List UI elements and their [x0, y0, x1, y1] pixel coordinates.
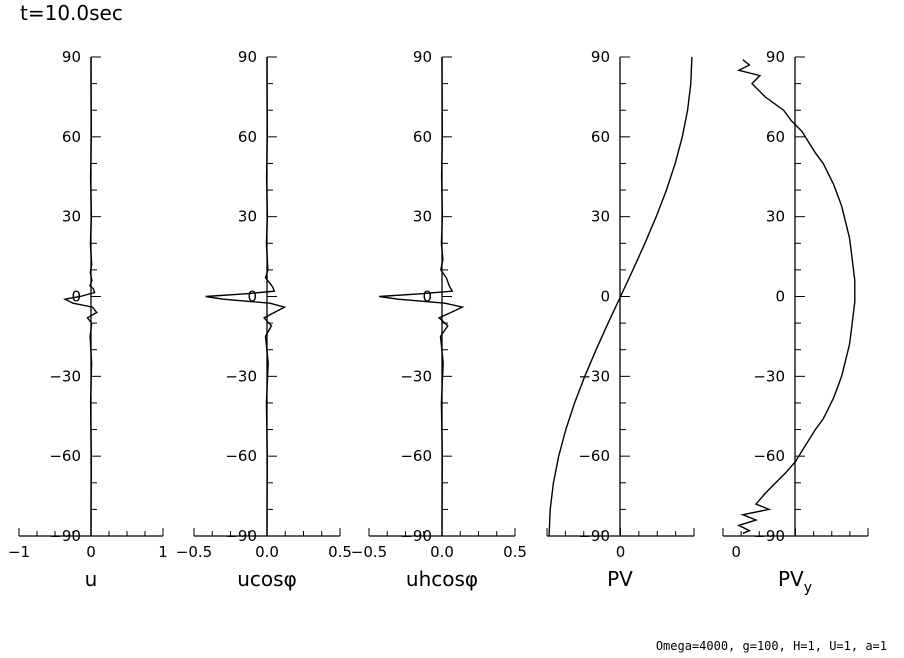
x-tick-label: −0.5	[351, 543, 387, 561]
series-line-1	[379, 56, 465, 537]
y-tick-label: 60	[766, 128, 785, 146]
y-tick-label: 30	[591, 208, 610, 226]
y-tick-label: 30	[413, 208, 432, 226]
x-axis-label: PV	[607, 567, 633, 591]
x-tick-label: 0.5	[328, 543, 352, 561]
x-tick-label: 0	[616, 543, 626, 561]
y-tick-label: 90	[238, 48, 257, 66]
y-tick-label: −90	[753, 527, 785, 545]
y-tick-label: 0	[600, 288, 610, 306]
x-tick-label: 0.5	[503, 543, 527, 561]
series-line-1	[548, 56, 693, 537]
x-tick-label: −1	[8, 543, 30, 561]
y-tick-label: −90	[578, 527, 610, 545]
series-line-1	[62, 56, 98, 537]
y-tick-label: 0	[422, 288, 432, 306]
y-tick-label: 30	[238, 208, 257, 226]
series-line-1	[736, 59, 856, 534]
y-tick-label: −90	[49, 527, 81, 545]
x-tick-label: 0.0	[255, 543, 279, 561]
y-tick-label: 30	[766, 208, 785, 226]
y-tick-label: −30	[400, 367, 432, 385]
x-tick-label: −0.5	[176, 543, 212, 561]
plot-title: t=10.0sec	[20, 1, 123, 25]
parameter-caption: Omega=4000, g=100, H=1, U=1, a=1	[656, 639, 887, 653]
y-tick-label: 90	[413, 48, 432, 66]
y-tick-label: 60	[62, 128, 81, 146]
x-tick-label: 1	[158, 543, 168, 561]
x-tick-label: 0.0	[430, 543, 454, 561]
y-tick-label: 90	[766, 48, 785, 66]
y-tick-label: −60	[49, 447, 81, 465]
y-tick-label: −30	[753, 367, 785, 385]
y-tick-label: −60	[753, 447, 785, 465]
panels: 90 60 30 0 −30 −60 −90 −1 0 1 u 90 60 30 0 −30 −60 −90 −0.…	[8, 48, 869, 596]
x-axis-label: ucosφ	[237, 567, 297, 591]
x-axis-label: u	[85, 567, 98, 591]
y-tick-label: 60	[591, 128, 610, 146]
x-axis-label: PVy	[778, 567, 812, 596]
x-tick-label: 0	[86, 543, 96, 561]
y-tick-label: 60	[238, 128, 257, 146]
x-axis-label: uhcosφ	[406, 567, 478, 591]
y-tick-label: −60	[225, 447, 257, 465]
y-tick-label: −30	[225, 367, 257, 385]
y-tick-label: −30	[49, 367, 81, 385]
y-tick-label: −60	[400, 447, 432, 465]
panel-5: 90 60 30 0 −30 −60 −90 0 PVy	[722, 48, 869, 596]
y-tick-label: 90	[62, 48, 81, 66]
y-tick-label: 90	[591, 48, 610, 66]
series-line-1	[205, 56, 287, 537]
x-axis-label-subscript: y	[804, 580, 812, 596]
y-tick-label: −60	[578, 447, 610, 465]
y-tick-label: 60	[413, 128, 432, 146]
x-tick-label: 0	[731, 543, 741, 561]
y-tick-label: 0	[775, 288, 785, 306]
y-tick-label: 0	[247, 288, 257, 306]
y-tick-label: 30	[62, 208, 81, 226]
